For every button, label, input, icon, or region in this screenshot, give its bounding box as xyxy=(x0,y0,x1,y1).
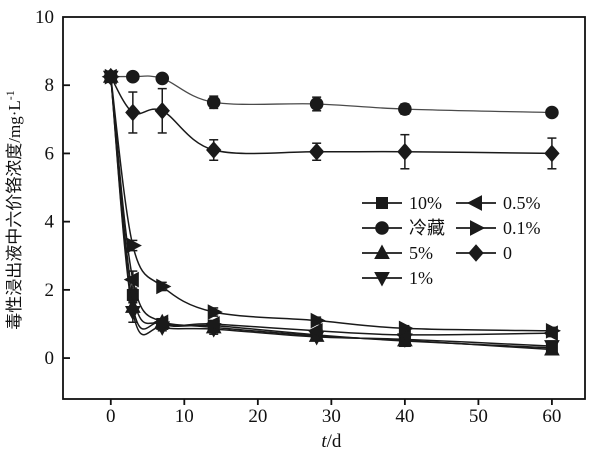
triangle-up-marker-icon xyxy=(374,244,390,259)
diamond-marker-icon xyxy=(206,141,222,159)
diamond-marker-icon xyxy=(397,142,413,161)
triangle-down-marker-icon xyxy=(374,272,390,287)
series-line xyxy=(110,76,552,332)
series-c0 xyxy=(103,67,560,170)
diamond-marker-icon xyxy=(103,67,119,86)
diamond-marker-icon xyxy=(468,244,484,262)
triangle-left-marker-icon xyxy=(204,316,220,332)
series-c10pct xyxy=(104,70,558,354)
diamond-marker-icon xyxy=(544,144,560,163)
triangle-down-marker-icon xyxy=(125,306,141,321)
legend-item-c0: 0 xyxy=(456,243,512,263)
triangle-left-marker-icon xyxy=(307,322,323,339)
y-tick-label: 8 xyxy=(45,75,55,96)
x-axis-label: t/d xyxy=(321,431,342,452)
triangle-left-marker-icon xyxy=(153,314,169,331)
triangle-right-marker-icon xyxy=(207,304,223,320)
legend-label: 0 xyxy=(503,243,512,263)
circle-marker-icon xyxy=(309,97,324,111)
legend-item-c0-1pct: 0.1% xyxy=(456,218,541,238)
circle-marker-icon xyxy=(375,221,389,235)
series-line xyxy=(110,76,552,351)
triangle-right-marker-icon xyxy=(398,320,414,337)
series-line xyxy=(110,76,552,336)
legend-label: 0.5% xyxy=(503,193,541,213)
series-c1pct xyxy=(102,70,560,355)
y-tick-label: 0 xyxy=(45,348,55,369)
series-line xyxy=(110,75,552,114)
legend-item-c0-5pct: 0.5% xyxy=(456,193,541,213)
square-marker-icon xyxy=(376,197,388,209)
x-axis: 0 10 20 30 40 50 60 xyxy=(106,399,561,427)
x-tick-label: 60 xyxy=(542,406,561,427)
series-c5pct xyxy=(102,68,560,356)
series-refrigerated xyxy=(103,69,559,120)
plot-frame xyxy=(62,16,586,400)
x-tick-label: 30 xyxy=(322,406,341,427)
legend-item-c5pct: 5% xyxy=(362,243,433,263)
legend-item-refrigerated: 冷藏 xyxy=(362,218,445,238)
circle-marker-icon xyxy=(206,95,221,110)
series-line xyxy=(110,76,552,347)
triangle-right-marker-icon xyxy=(310,312,326,329)
legend-item-c10pct: 10% xyxy=(362,193,442,213)
diamond-marker-icon xyxy=(154,102,170,120)
legend-label: 冷藏 xyxy=(409,218,445,238)
series-line xyxy=(110,76,552,155)
diamond-marker-icon xyxy=(308,142,325,161)
legend-label: 10% xyxy=(409,193,442,213)
y-tick-label: 6 xyxy=(45,143,55,164)
circle-marker-icon xyxy=(155,71,170,86)
y-axis: 0 2 4 6 8 10 xyxy=(35,7,70,369)
triangle-left-marker-icon xyxy=(466,195,482,211)
x-tick-label: 0 xyxy=(106,406,116,427)
triangle-right-marker-icon xyxy=(470,220,486,236)
legend-label: 1% xyxy=(409,268,433,288)
legend-item-c1pct: 1% xyxy=(362,268,433,288)
triangle-right-marker-icon xyxy=(545,322,562,339)
y-tick-label: 10 xyxy=(35,7,54,28)
circle-marker-icon xyxy=(545,105,559,120)
triangle-down-marker-icon xyxy=(544,340,560,355)
circle-marker-icon xyxy=(126,69,140,84)
diamond-marker-icon xyxy=(125,103,141,122)
triangle-right-marker-icon xyxy=(126,237,142,254)
legend: 10% 冷藏 5% 1% 0.5% 0.1% 0 xyxy=(362,193,541,288)
y-tick-label: 4 xyxy=(45,212,55,233)
x-tick-label: 20 xyxy=(248,406,267,427)
legend-label: 0.1% xyxy=(503,218,541,238)
y-axis-label: 毒性浸出液中六价铬浓度/mg·L-1 xyxy=(3,90,24,330)
series-c0-5pct xyxy=(101,68,558,343)
x-tick-label: 10 xyxy=(175,406,194,427)
triangle-right-marker-icon xyxy=(156,278,172,295)
x-tick-label: 40 xyxy=(395,406,414,427)
y-tick-label: 2 xyxy=(45,280,55,301)
legend-label: 5% xyxy=(409,243,433,263)
triangle-left-marker-icon xyxy=(123,271,139,288)
series-line xyxy=(110,76,552,349)
circle-marker-icon xyxy=(398,102,412,116)
x-tick-label: 50 xyxy=(469,406,488,427)
